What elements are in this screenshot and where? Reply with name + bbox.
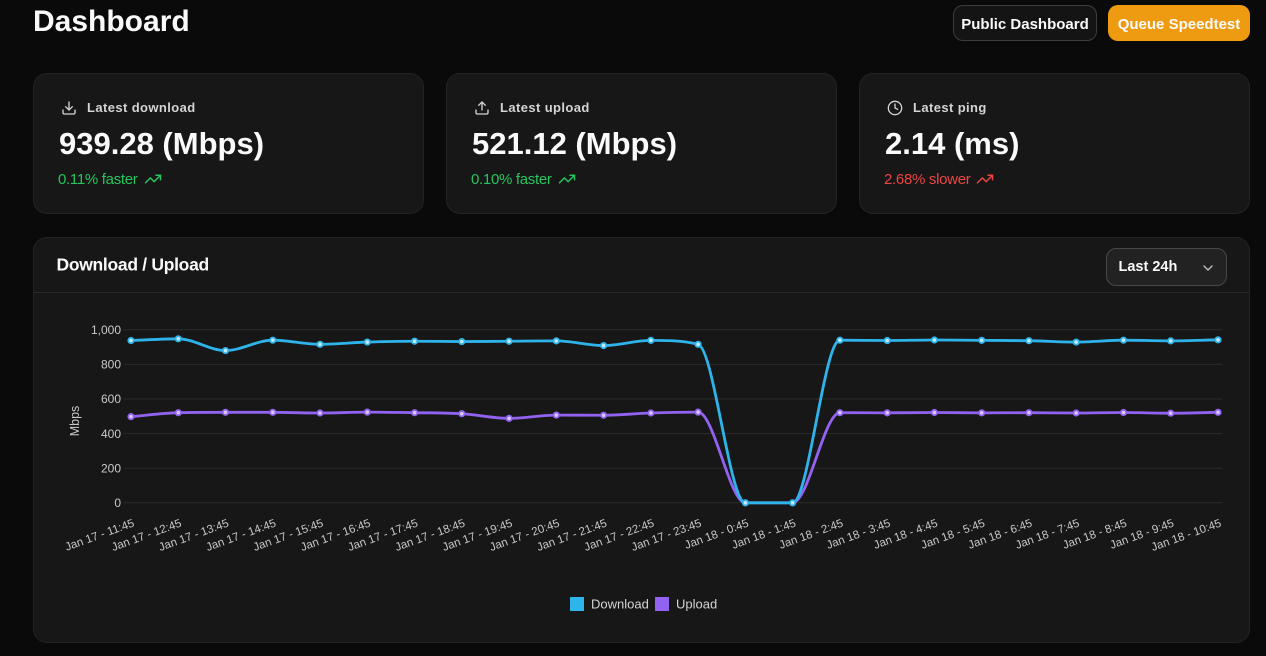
svg-text:Mbps: Mbps [68, 406, 82, 437]
svg-text:800: 800 [101, 358, 121, 372]
svg-text:Download: Download [591, 597, 649, 612]
svg-text:400: 400 [101, 427, 121, 441]
svg-text:Upload: Upload [676, 597, 717, 612]
svg-text:600: 600 [101, 392, 121, 406]
svg-text:1,000: 1,000 [91, 323, 121, 337]
svg-text:0: 0 [114, 496, 121, 510]
svg-text:200: 200 [101, 461, 121, 475]
